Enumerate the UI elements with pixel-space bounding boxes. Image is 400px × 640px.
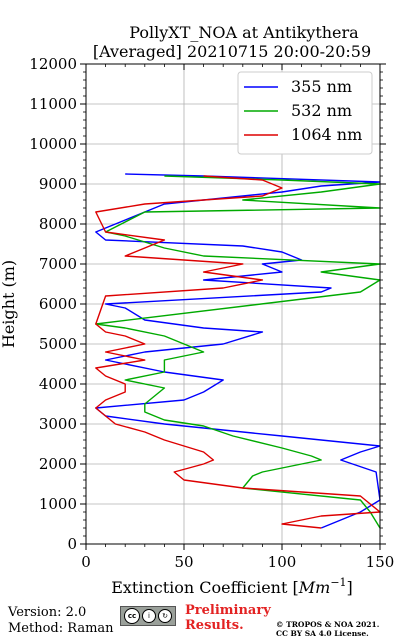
y-tick-label: 0 — [67, 535, 77, 553]
y-tick-label: 10000 — [29, 135, 77, 153]
legend-label: 1064 nm — [291, 125, 362, 144]
copyright-line1: © TROPOS & NOA 2021. — [276, 620, 380, 629]
y-tick-label: 5000 — [39, 335, 77, 353]
copyright-line2: CC BY SA 4.0 License. — [276, 629, 369, 638]
extinction-profile-chart: PollyXT_NOA at Antikythera [Averaged] 20… — [0, 23, 394, 597]
y-tick-label: 6000 — [39, 295, 77, 313]
preliminary-line1: Preliminary — [185, 603, 271, 618]
y-tick-label: 7000 — [39, 255, 77, 273]
sa-icon: ↻ — [158, 609, 172, 623]
chart-title-line2: [Averaged] 20210715 20:00-20:59 — [93, 42, 371, 61]
y-tick-label: 11000 — [29, 95, 77, 113]
y-tick-label: 12000 — [29, 55, 77, 73]
y-tick-label: 4000 — [39, 375, 77, 393]
legend-label: 355 nm — [291, 77, 352, 96]
legend-box — [237, 71, 373, 155]
version-label: Version: 2.0 — [8, 605, 87, 620]
legend-label: 532 nm — [291, 101, 352, 120]
x-tick-label: 150 — [366, 553, 395, 571]
preliminary-line2: Results. — [185, 618, 244, 633]
footer-info: Version: 2.0 Method: Raman — [8, 605, 114, 637]
y-tick-label: 2000 — [39, 455, 77, 473]
x-axis-label: Extinction Coefficient [Mm−1] — [111, 576, 353, 597]
legend: 355 nm 532 nm 1064 nm — [237, 71, 373, 155]
x-tick-label: 0 — [81, 553, 91, 571]
y-tick-label: 3000 — [39, 415, 77, 433]
by-icon: i — [142, 609, 156, 623]
x-tick-label: 100 — [268, 553, 297, 571]
x-tick-label: 50 — [174, 553, 193, 571]
series-line-1064-nm — [95, 175, 381, 529]
series-line-532-nm — [95, 175, 381, 529]
y-tick-label: 8000 — [39, 215, 77, 233]
cc-icon: cc — [124, 608, 140, 624]
method-label: Method: Raman — [8, 621, 114, 636]
preliminary-notice: Preliminary Results. — [185, 603, 271, 633]
copyright-notice: © TROPOS & NOA 2021. CC BY SA 4.0 Licens… — [276, 620, 379, 638]
y-axis-label: Height (m) — [0, 260, 18, 348]
series-lines — [95, 173, 381, 529]
chart-title-line1: PollyXT_NOA at Antikythera — [129, 23, 359, 42]
axis-ticks: 0 50 100 150 0 1000 2000 3000 4000 5000 6000 7000 80… — [29, 55, 394, 571]
y-tick-label: 9000 — [39, 175, 77, 193]
y-tick-label: 1000 — [39, 495, 77, 513]
cc-by-sa-icon: cc i ↻ — [120, 606, 176, 626]
series-line-355-nm — [95, 173, 381, 529]
